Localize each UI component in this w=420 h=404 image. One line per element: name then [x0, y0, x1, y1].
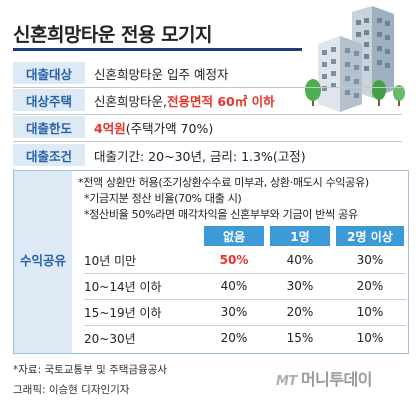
value-housing: 신혼희망타운, 전용면적 60㎡ 이하 — [94, 89, 275, 111]
cell-value: 15% — [286, 331, 314, 345]
profit-sharing-label: 수익공유 — [19, 253, 66, 268]
value-limit-note: (주택가액 70%) — [125, 120, 214, 136]
label-housing: 대상주택 — [13, 89, 85, 111]
value-housing-text: 신혼희망타운, — [94, 93, 167, 109]
apartment-buildings-icon — [305, 6, 405, 112]
divider — [13, 87, 402, 88]
logo-mark: MT — [276, 374, 297, 389]
value-target: 신혼희망타운 입주 예정자 — [94, 66, 229, 82]
profit-sharing-panel — [13, 170, 409, 354]
value-limit-amount: 4억원 — [94, 120, 126, 136]
note-ratio: *기금지분 정산 비율(70% 대출 시) — [84, 192, 242, 205]
cell-value: 20% — [220, 331, 248, 345]
cell-value: 40% — [220, 279, 248, 293]
note-repayment: *전액 상환만 허용(조기상환수수료 미부과, 상환·매도시 수익공유) — [78, 176, 369, 189]
cell-value: 40% — [286, 253, 314, 267]
value-conditions: 대출기간: 20~30년, 금리: 1.3%(고정) — [94, 148, 306, 164]
cell-value: 20% — [356, 279, 384, 293]
source-text: *자료: 국토교통부 및 주택금융공사 — [13, 364, 168, 376]
row-period: 15~19년 이하 — [84, 305, 162, 320]
title-underline — [13, 48, 302, 51]
row-divider — [84, 325, 406, 326]
header-two-plus: 2명 이상 — [336, 226, 404, 246]
label-target: 대출대상 — [13, 62, 85, 84]
publisher-logo: MT 머니투데이 — [276, 366, 372, 390]
value-housing-area: 전용면적 60㎡ 이하 — [166, 93, 275, 109]
cell-value: 10% — [356, 305, 384, 319]
cell-value: 30% — [220, 305, 248, 319]
header-none: 없음 — [204, 226, 264, 246]
cell-value: 30% — [286, 279, 314, 293]
cell-value: 30% — [356, 253, 384, 267]
row-period: 10~14년 이하 — [84, 279, 162, 294]
row-period: 20~30년 — [84, 331, 136, 346]
row-period: 10년 미만 — [84, 253, 137, 268]
divider — [13, 141, 402, 142]
value-limit: 4억원 (주택가액 70%) — [94, 116, 213, 138]
page-title: 신혼희망타운 전용 모기지 — [13, 24, 213, 46]
credit-text: 그래픽: 이승현 디자인기자 — [13, 384, 130, 396]
label-conditions: 대출조건 — [13, 144, 85, 166]
note-split: *정산비율 50%라면 매각차익을 신혼부부와 기금이 반씩 공유 — [84, 208, 358, 221]
header-one: 1명 — [270, 226, 330, 246]
divider — [13, 114, 402, 115]
label-limit: 대출한도 — [13, 116, 85, 138]
logo-name: 머니투데이 — [300, 370, 373, 389]
row-divider — [84, 273, 406, 274]
cell-value: 50% — [219, 253, 249, 267]
row-divider — [84, 299, 406, 300]
cell-value: 10% — [356, 331, 384, 345]
profit-sharing-label-bg — [14, 171, 72, 353]
cell-value: 20% — [286, 305, 314, 319]
